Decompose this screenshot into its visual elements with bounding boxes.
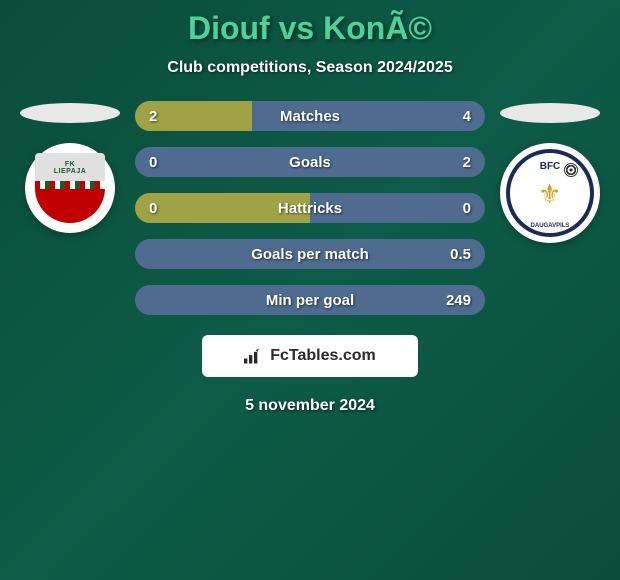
date-text: 5 november 2024 (0, 397, 620, 415)
badge-ball-icon (564, 163, 578, 177)
badge-text-right-2: DAUGAVPILS (531, 223, 570, 229)
badge-shield-right: BFC ⚜ DAUGAVPILS (506, 149, 594, 237)
stat-label: Hattricks (278, 200, 342, 217)
club-badge-left: FK LIEPAJA (25, 143, 115, 233)
stat-label: Min per goal (266, 292, 354, 309)
badge-text-left-1: FK (65, 161, 75, 168)
stat-row: 0 Goals 2 (135, 147, 485, 177)
stat-row: 2 Matches 4 (135, 101, 485, 131)
stat-row: Goals per match 0.5 (135, 239, 485, 269)
badge-text-left-2: LIEPAJA (54, 168, 87, 175)
player-col-right: BFC ⚜ DAUGAVPILS (495, 101, 605, 243)
stat-content: 0 Hattricks 0 (135, 200, 485, 217)
player-silhouette-right (500, 103, 600, 123)
player-col-left: FK LIEPAJA (15, 101, 125, 233)
stat-content: 2 Matches 4 (135, 108, 485, 125)
badge-stripes (35, 181, 105, 189)
stat-content: Min per goal 249 (135, 292, 485, 309)
stat-value-right: 2 (463, 154, 471, 171)
stat-label: Goals per match (251, 246, 369, 263)
brand-text: FcTables.com (270, 347, 376, 365)
comparison-card: Diouf vs KonÃ© Club competitions, Season… (0, 0, 620, 415)
fleur-icon: ⚜ (538, 180, 562, 208)
stat-row: 0 Hattricks 0 (135, 193, 485, 223)
stat-value-right: 4 (463, 108, 471, 125)
stat-value-right: 249 (446, 292, 471, 309)
stat-value-right: 0 (463, 200, 471, 217)
stat-row: Min per goal 249 (135, 285, 485, 315)
page-title: Diouf vs KonÃ© (0, 10, 620, 47)
stats-column: 2 Matches 4 0 Goals 2 0 Hattricks 0 G (135, 101, 485, 315)
branding-badge: FcTables.com (202, 335, 418, 377)
stat-label: Goals (289, 154, 331, 171)
chart-icon (244, 348, 264, 364)
stat-value-left: 2 (149, 108, 157, 125)
stat-value-left: 0 (149, 200, 157, 217)
stat-value-right: 0.5 (450, 246, 471, 263)
club-badge-right: BFC ⚜ DAUGAVPILS (500, 143, 600, 243)
stat-content: 0 Goals 2 (135, 154, 485, 171)
badge-shield-left: FK LIEPAJA (35, 153, 105, 223)
player-silhouette-left (20, 103, 120, 123)
badge-text-right-1: BFC (540, 161, 561, 172)
stat-content: Goals per match 0.5 (135, 246, 485, 263)
comparison-area: FK LIEPAJA 2 Matches 4 0 Goals 2 (0, 101, 620, 315)
subtitle: Club competitions, Season 2024/2025 (0, 59, 620, 77)
stat-value-left: 0 (149, 154, 157, 171)
stat-label: Matches (280, 108, 340, 125)
